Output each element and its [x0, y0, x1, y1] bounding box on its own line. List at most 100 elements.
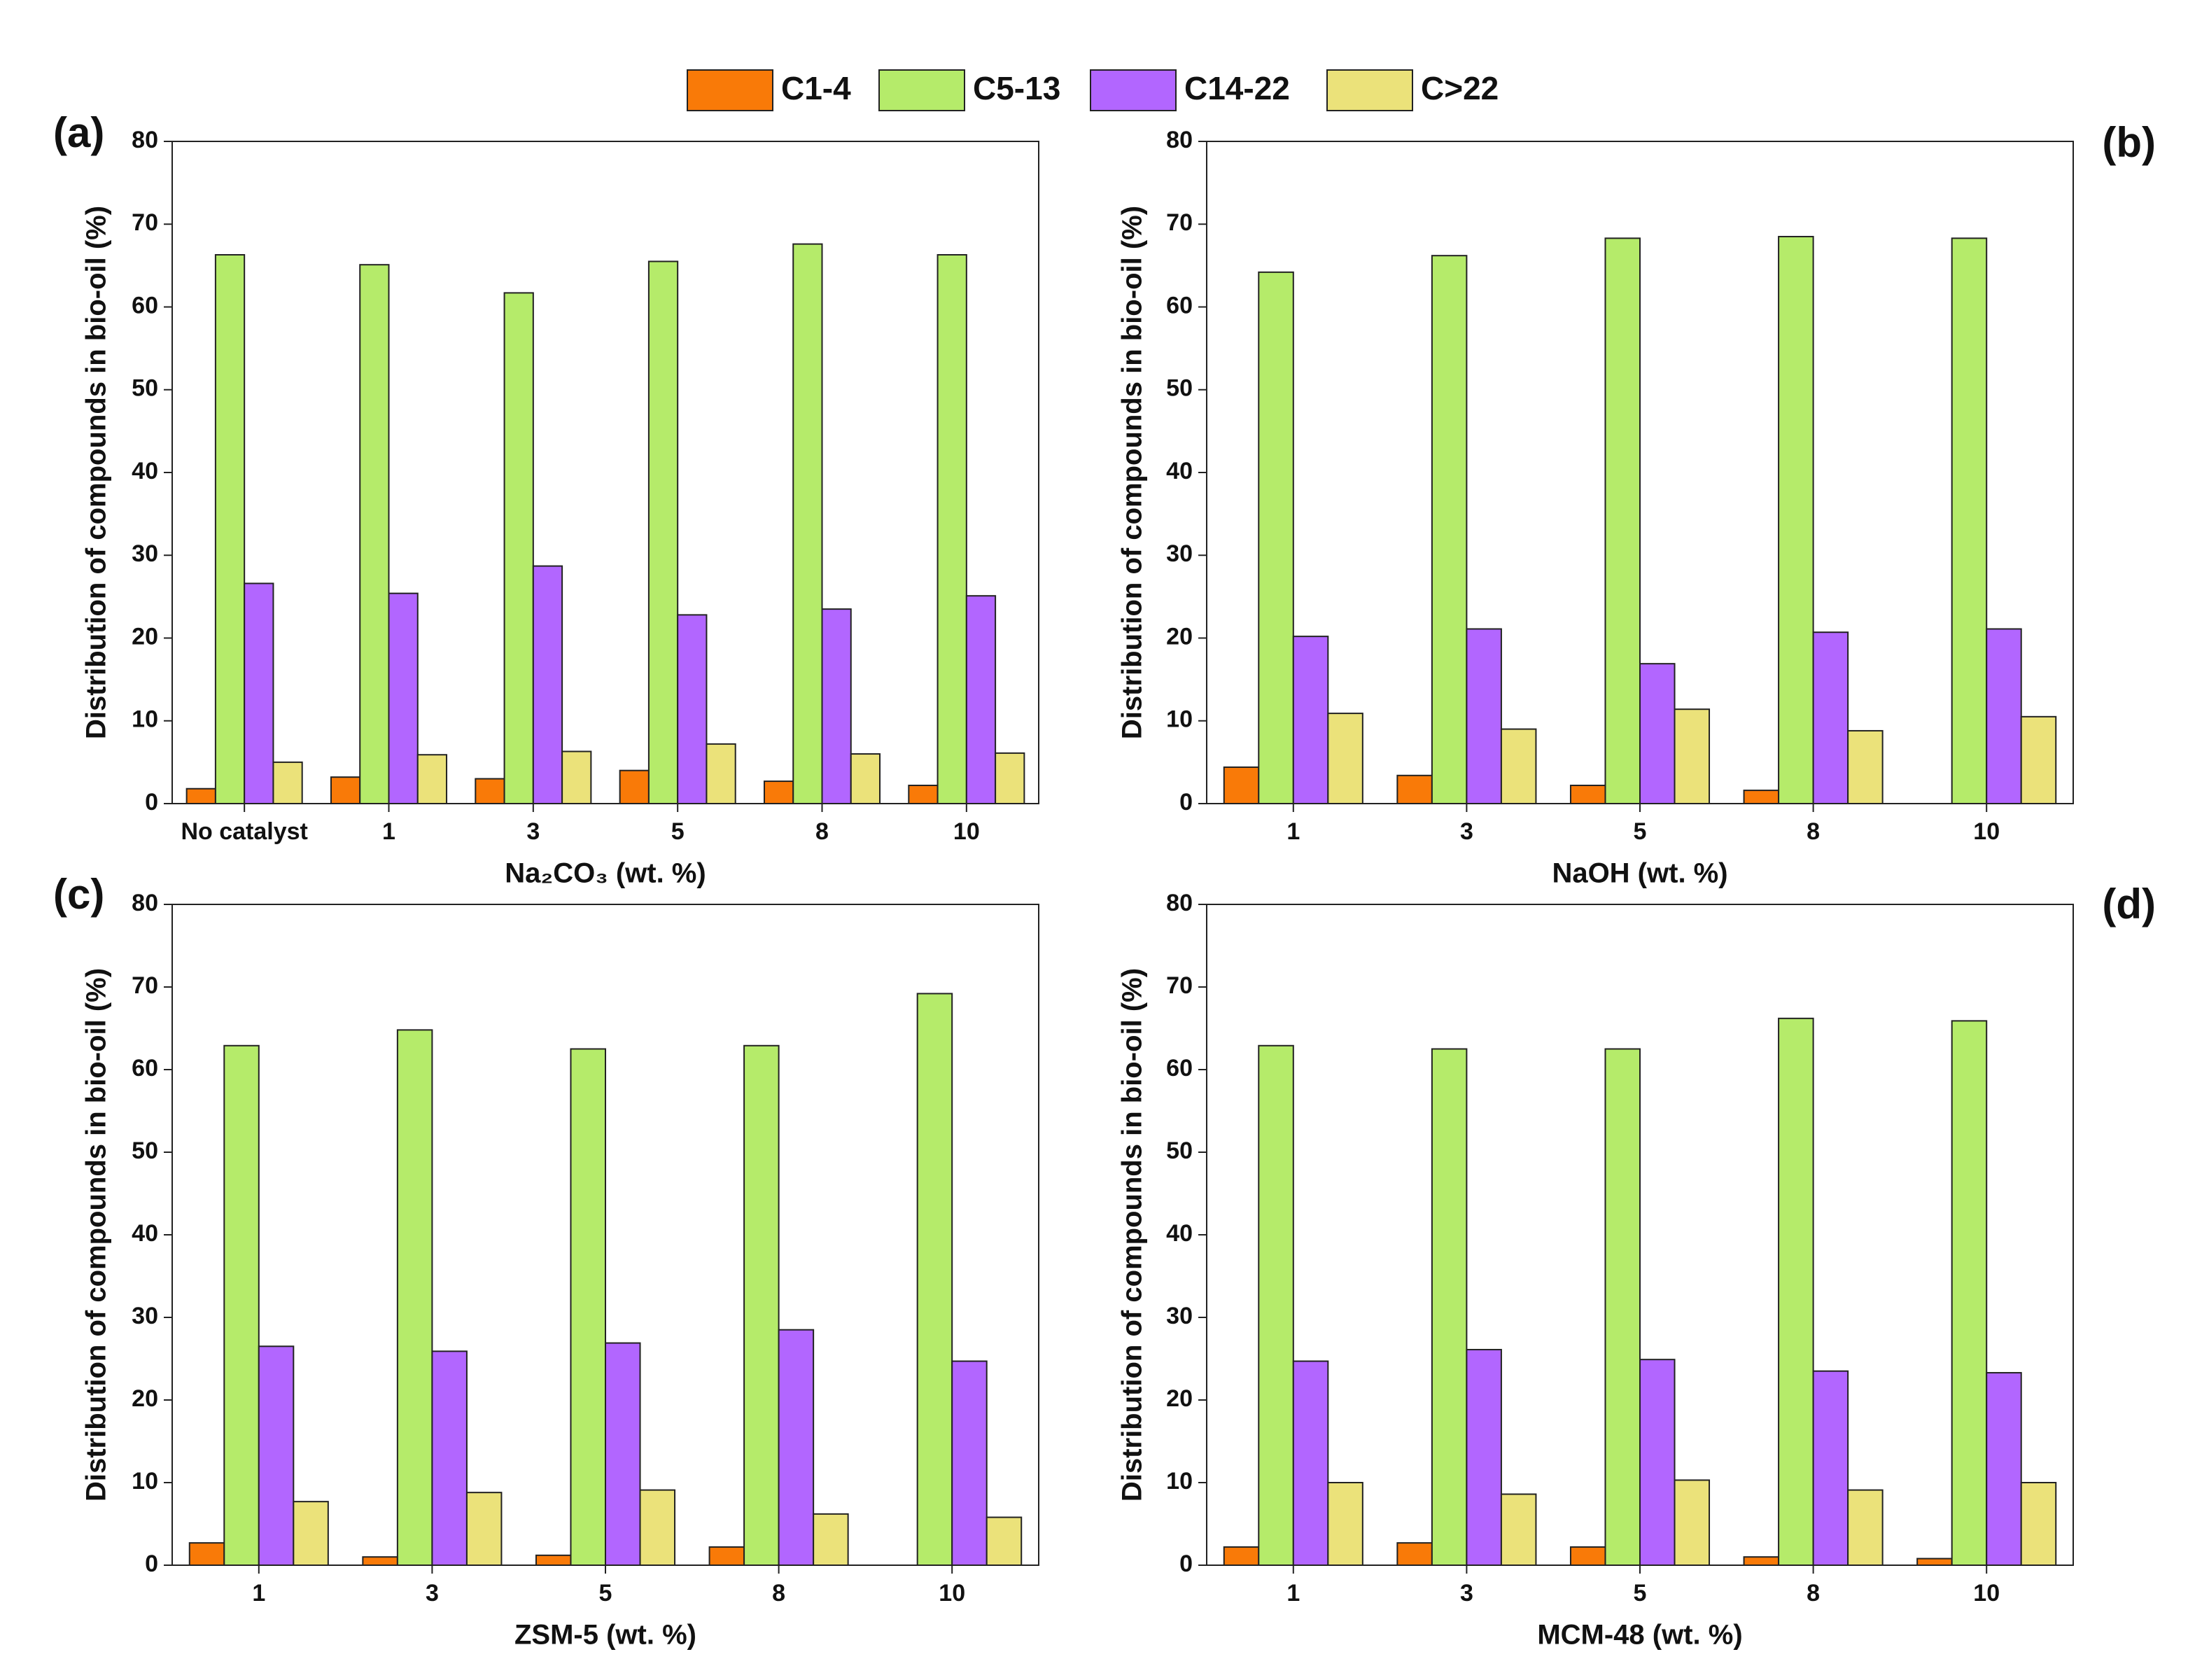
bar	[647, 260, 679, 804]
x-tick-label: 1	[382, 818, 395, 845]
y-tick-label: 60	[132, 292, 158, 318]
y-tick-label: 0	[145, 789, 158, 816]
legend-label: C1-4	[781, 70, 851, 106]
bar	[1569, 1546, 1606, 1567]
panel-label: (a)	[53, 109, 104, 156]
y-tick-label: 40	[132, 458, 158, 484]
y-tick-label: 20	[1166, 1385, 1193, 1412]
bar	[561, 750, 592, 804]
bar	[1327, 713, 1363, 804]
y-tick-label: 70	[132, 972, 158, 999]
x-tick-label: 8	[1807, 1580, 1820, 1606]
x-tick-label: 3	[1460, 1580, 1473, 1606]
bar	[778, 1329, 815, 1566]
bar	[1466, 628, 1502, 804]
legend-label: C5-13	[973, 70, 1060, 106]
y-tick-label: 50	[1166, 375, 1193, 402]
bar	[1778, 235, 1814, 804]
y-tick-label: 30	[1166, 540, 1193, 567]
y-tick-label: 30	[132, 1303, 158, 1329]
x-tick-label: 1	[1286, 1580, 1300, 1606]
y-axis-title: Distribution of compounds in bio-oil (%)	[81, 206, 112, 739]
bar	[995, 752, 1025, 805]
legend-swatch	[687, 69, 773, 111]
bar	[1743, 790, 1780, 804]
y-tick-label: 40	[1166, 458, 1193, 484]
plot-frame	[171, 904, 1039, 1566]
bar	[1743, 1556, 1780, 1566]
bar	[475, 778, 505, 805]
x-tick-label: 5	[671, 818, 685, 845]
bar	[1847, 729, 1884, 804]
bar	[1292, 636, 1329, 805]
y-tick-label: 80	[1166, 127, 1193, 153]
bar-series	[188, 1542, 745, 1567]
chart-panel: (c) Distribution of compounds in bio-oil …	[53, 871, 1039, 1651]
bar	[330, 776, 361, 805]
bar	[1812, 631, 1849, 804]
bar	[619, 769, 650, 804]
bar	[1986, 628, 2022, 804]
bar	[1396, 1542, 1433, 1566]
plot-frame	[1206, 141, 2074, 804]
bar	[763, 780, 794, 805]
bar	[605, 1342, 641, 1566]
plot-frame	[171, 141, 1039, 804]
bar	[1396, 774, 1433, 805]
bar	[951, 1360, 988, 1567]
bar	[1604, 237, 1641, 805]
y-tick-label: 50	[132, 375, 158, 402]
bar-series	[214, 243, 967, 804]
bar-series	[1327, 708, 2057, 805]
x-tick-label: 8	[815, 818, 829, 845]
y-tick-label: 20	[132, 1385, 158, 1412]
y-tick-label: 0	[145, 1550, 158, 1577]
x-axis-title: ZSM-5 (wt. %)	[514, 1620, 696, 1651]
bar-series	[1292, 628, 2022, 805]
bar	[1292, 1360, 1329, 1567]
bar	[244, 582, 274, 805]
bar	[570, 1048, 606, 1566]
bar	[431, 1350, 468, 1566]
chart-panel: (d) Distribution of compounds in bio-oil …	[1117, 881, 2156, 1651]
y-tick-label: 0	[1179, 1550, 1193, 1577]
bar-series	[258, 1329, 988, 1567]
bar	[1986, 1372, 2022, 1567]
x-tick-label: 8	[772, 1580, 785, 1606]
bar	[677, 614, 708, 804]
bar	[532, 565, 563, 804]
bar	[821, 608, 852, 804]
bar	[639, 1489, 676, 1567]
bar	[223, 1044, 260, 1566]
bar	[293, 1501, 329, 1566]
y-tick-label: 40	[132, 1220, 158, 1247]
panel-label: (b)	[2102, 119, 2156, 166]
bar	[272, 761, 303, 804]
y-tick-label: 0	[1179, 789, 1193, 816]
y-tick-label: 10	[1166, 706, 1193, 733]
bar-series	[223, 993, 953, 1566]
x-tick-label: 10	[953, 818, 980, 845]
bar	[937, 254, 967, 804]
bar	[362, 1556, 398, 1566]
y-tick-label: 70	[132, 209, 158, 236]
x-tick-label: 5	[599, 1580, 612, 1606]
bar	[792, 243, 823, 804]
bar	[1674, 1479, 1711, 1566]
x-tick-label: 5	[1634, 818, 1647, 845]
y-tick-label: 60	[132, 1055, 158, 1082]
bar	[396, 1029, 433, 1566]
panel-label: (c)	[53, 871, 104, 918]
bar	[706, 743, 736, 804]
bar	[503, 292, 534, 804]
y-axis-title: Distribution of compounds in bio-oil (%)	[81, 968, 112, 1502]
bar	[1223, 1546, 1260, 1567]
y-tick-label: 10	[132, 706, 158, 733]
bar	[1639, 1359, 1676, 1567]
y-tick-label: 10	[132, 1468, 158, 1494]
bar	[535, 1554, 572, 1567]
bar	[185, 788, 216, 804]
bar	[850, 753, 881, 805]
x-axis-title: MCM-48 (wt. %)	[1537, 1620, 1742, 1651]
